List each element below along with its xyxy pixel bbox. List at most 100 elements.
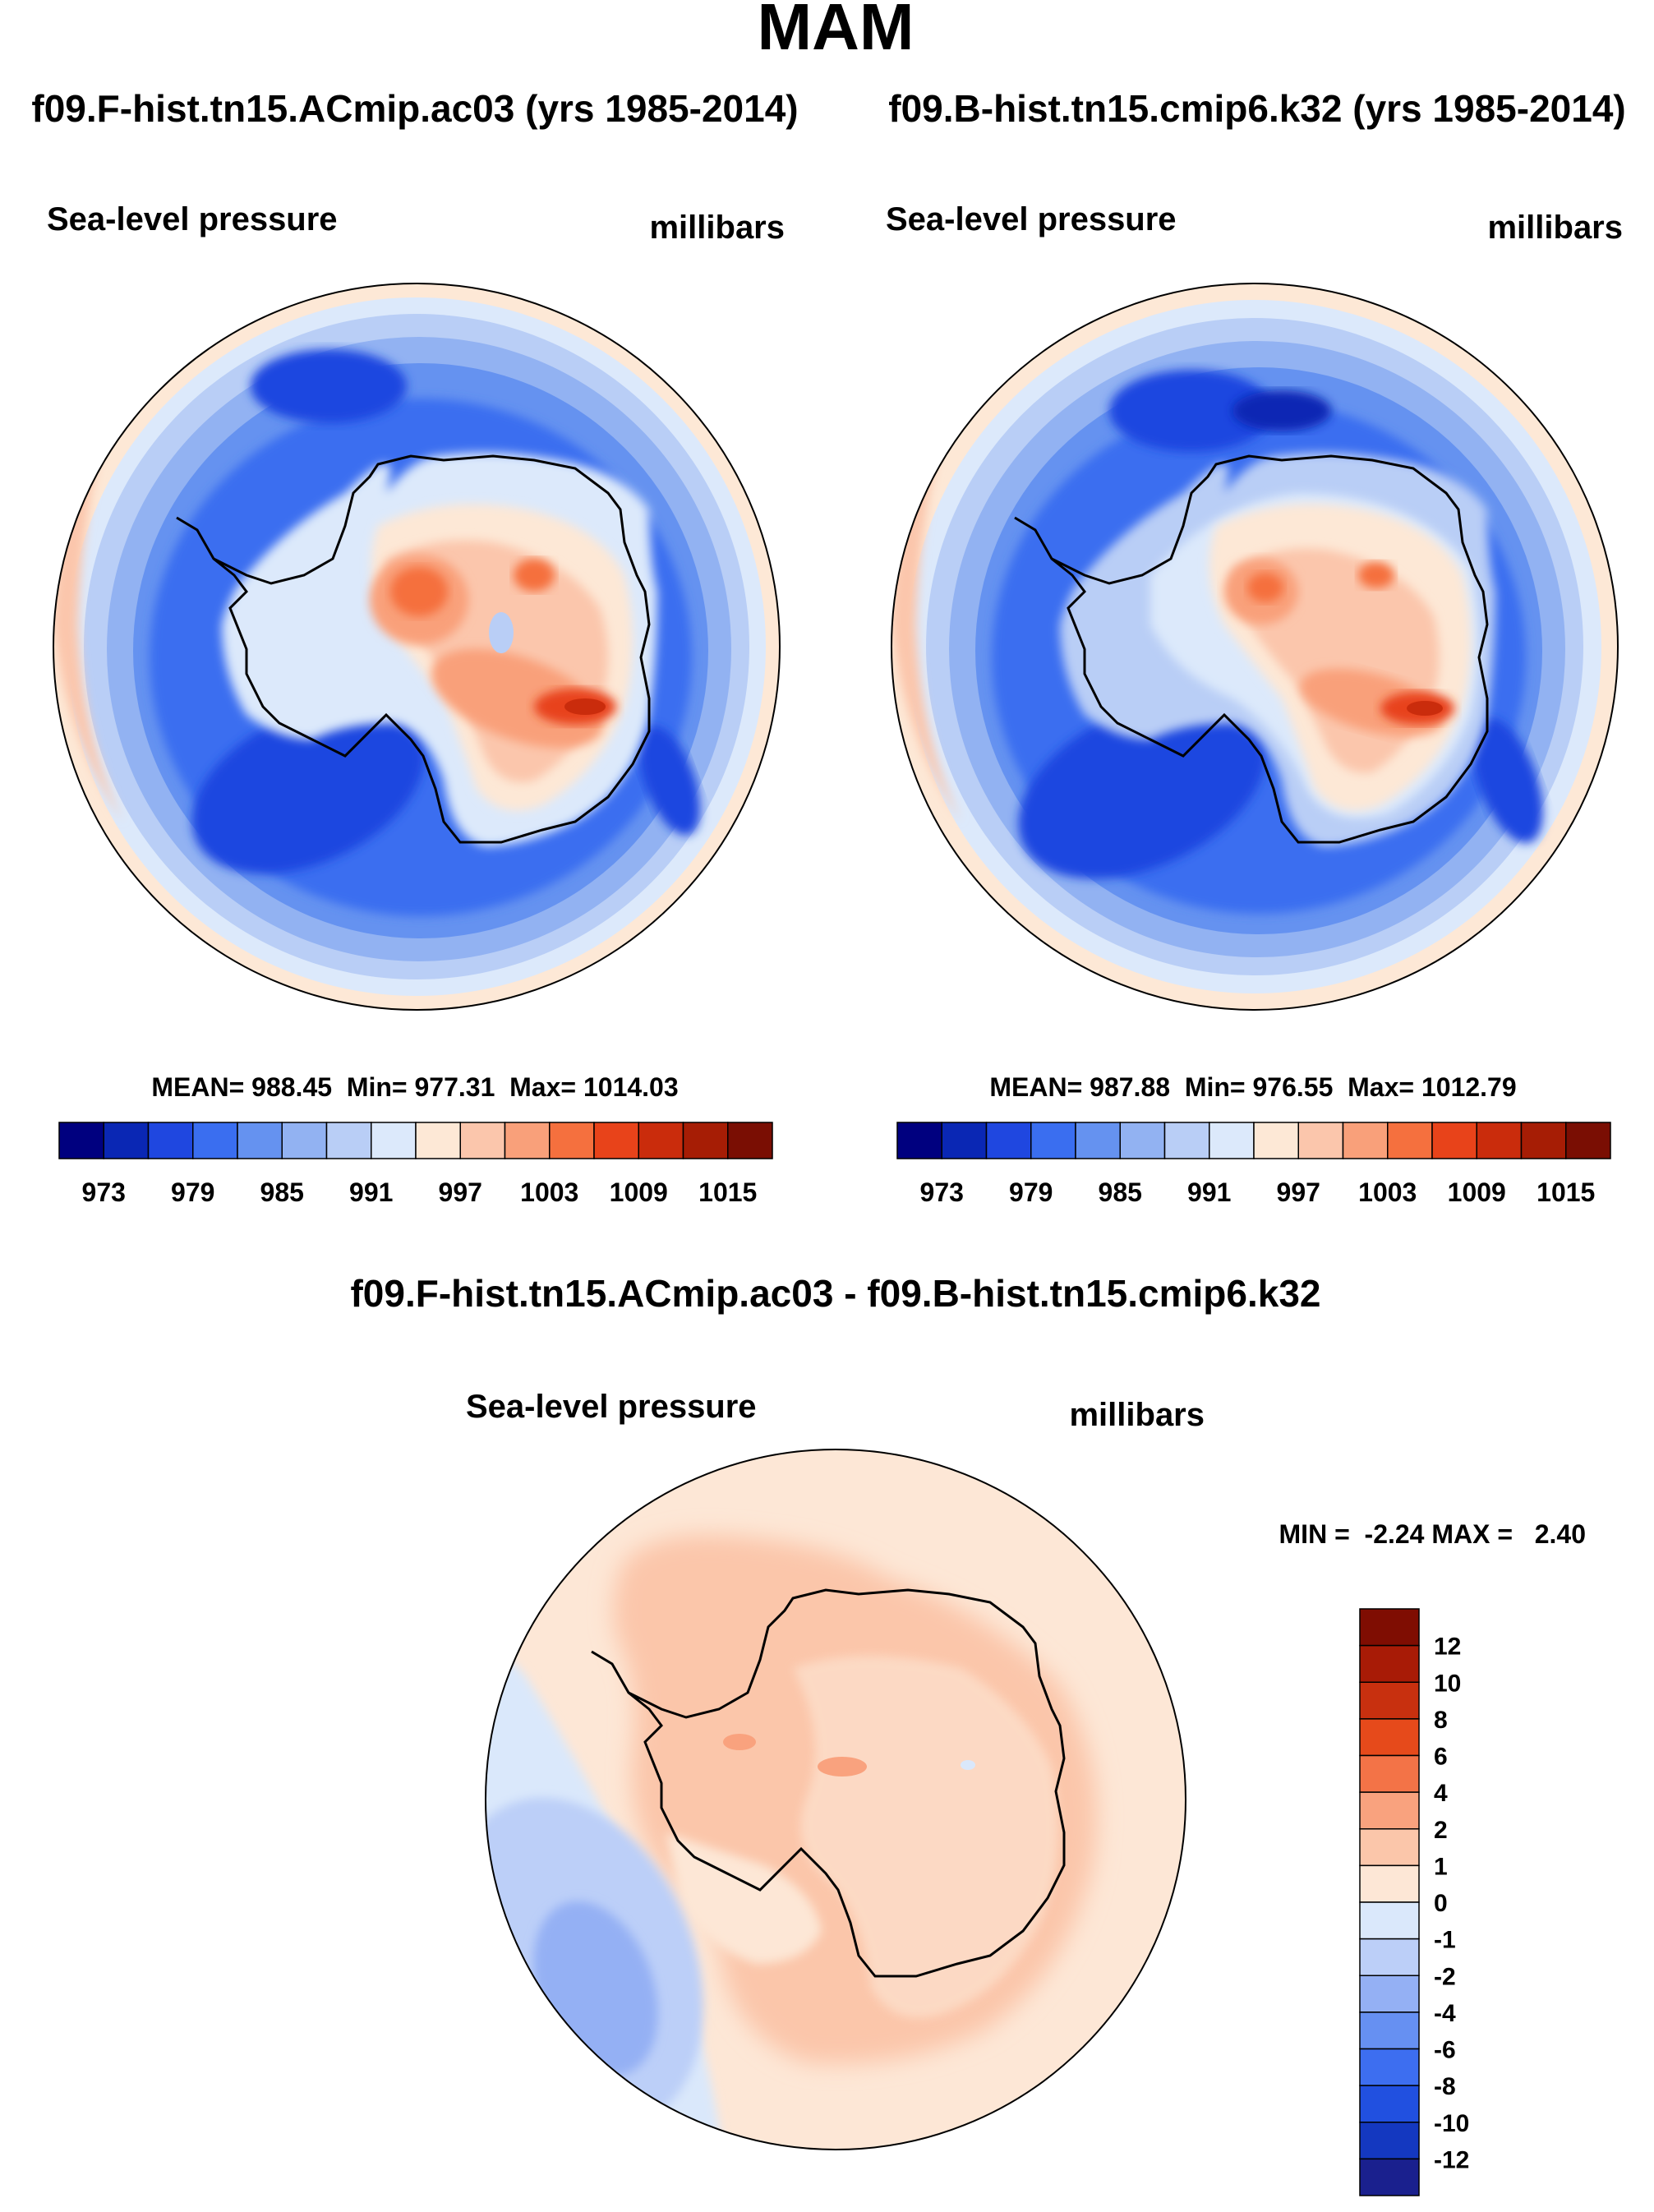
colorbar-tick-label: 1003: [520, 1177, 578, 1207]
colorbar-tick-label: 12: [1434, 1634, 1461, 1661]
colorbar-tick-label: 973: [920, 1177, 964, 1207]
colorbar-box: [147, 1122, 194, 1159]
panel-b-dome-east: [1358, 562, 1394, 588]
colorbar-tick-label: -12: [1434, 2146, 1469, 2173]
panel-a-colorbar: 973 979 985 991 997 1003 1009 1015: [58, 1122, 773, 1207]
colorbar-box: [504, 1122, 551, 1159]
colorbar-tick-label: -10: [1434, 2110, 1469, 2137]
colorbar-tick-label: 1015: [698, 1177, 757, 1207]
panel-a-map-border: [53, 283, 781, 1011]
panel-b: Sea-level pressure millibars: [886, 201, 1623, 1207]
panel-c-variable-label: Sea-level pressure: [466, 1389, 757, 1425]
colorbar-box: [371, 1122, 417, 1159]
colorbar-box: [237, 1122, 283, 1159]
panel-a-low-amundsen: [251, 349, 407, 423]
panel-c-map-border: [485, 1449, 1186, 2150]
colorbar-tick-label: 997: [1277, 1177, 1320, 1207]
panel-c-coastline: [591, 1588, 1066, 1978]
colorbar-box: [58, 1122, 104, 1159]
colorbar-box: [682, 1122, 729, 1159]
panel-b-max-center: [1407, 701, 1443, 716]
panel-a-dome-west-core: [390, 567, 448, 616]
colorbar-box: [1359, 1754, 1420, 1793]
season-title: MAM: [757, 0, 914, 63]
panel-a-map: [53, 283, 780, 1010]
panel-b-map-border: [891, 283, 1619, 1011]
colorbar-tick-label: -6: [1434, 2037, 1456, 2064]
colorbar-box: [1359, 1791, 1420, 1830]
colorbar-tick-label: -2: [1434, 1963, 1456, 1990]
colorbar-box: [941, 1122, 988, 1159]
colorbar-box: [1209, 1122, 1255, 1159]
panel-a-title: f09.F-hist.tn15.ACmip.ac03 (yrs 1985-201…: [31, 87, 798, 130]
colorbar-tick-label: -4: [1434, 2000, 1456, 2027]
panel-c: f09.F-hist.tn15.ACmip.ac03 - f09.B-hist.…: [350, 1272, 1586, 2196]
colorbar-box: [1342, 1122, 1389, 1159]
panel-c-map: [486, 1449, 1186, 2150]
colorbar-tick-label: 991: [1187, 1177, 1231, 1207]
colorbar-box: [1253, 1122, 1299, 1159]
panel-b-low-ross: [1472, 717, 1543, 844]
colorbar-tick-label: 0: [1434, 1890, 1448, 1917]
colorbar-box: [1359, 2158, 1420, 2196]
colorbar-tick-label: 1003: [1358, 1177, 1417, 1207]
colorbar-box: [1075, 1122, 1121, 1159]
colorbar-box: [638, 1122, 684, 1159]
colorbar-box: [896, 1122, 942, 1159]
panel-c-coastal-neutral: [666, 1832, 822, 1964]
panel-c-positive-inland-1: [818, 1757, 867, 1777]
panel-c-positive-inland-2: [723, 1734, 756, 1750]
colorbar-box: [985, 1122, 1032, 1159]
panel-a-max-center: [564, 698, 606, 715]
panel-b-units-label: millibars: [1487, 210, 1623, 246]
colorbar-tick-label: 4: [1434, 1780, 1448, 1807]
colorbar-tick-label: 10: [1434, 1670, 1461, 1697]
colorbar-tick-label: 979: [171, 1177, 214, 1207]
panel-c-units-label: millibars: [1069, 1397, 1205, 1433]
colorbar-box: [1387, 1122, 1433, 1159]
colorbar-tick-label: 979: [1009, 1177, 1053, 1207]
colorbar-box: [1359, 1938, 1420, 1976]
colorbar-box: [549, 1122, 595, 1159]
colorbar-box: [1119, 1122, 1166, 1159]
colorbar-box: [1359, 1864, 1420, 1903]
colorbar-tick-label: 985: [1099, 1177, 1142, 1207]
colorbar-box: [1359, 1681, 1420, 1720]
panel-b-coastline: [1014, 454, 1489, 844]
colorbar-box: [192, 1122, 238, 1159]
colorbar-tick-label: 973: [82, 1177, 126, 1207]
panel-b-title: f09.B-hist.tn15.cmip6.k32 (yrs 1985-2014…: [888, 87, 1625, 130]
colorbar-box: [1565, 1122, 1611, 1159]
colorbar-box: [1163, 1122, 1210, 1159]
colorbar-box: [1359, 1608, 1420, 1647]
colorbar-box: [415, 1122, 461, 1159]
panel-c-continent-neutral: [793, 1656, 1058, 2018]
colorbar-tick-label: 991: [349, 1177, 393, 1207]
panel-b-highlat-west-edge: [892, 345, 978, 822]
colorbar-tick-label: 1009: [1448, 1177, 1506, 1207]
colorbar-tick-label: 997: [439, 1177, 482, 1207]
colorbar-tick-label: -8: [1434, 2073, 1456, 2100]
colorbar-box: [1359, 1644, 1420, 1683]
colorbar-tick-label: 1009: [610, 1177, 668, 1207]
colorbar-box: [1297, 1122, 1344, 1159]
colorbar-tick-label: 985: [260, 1177, 304, 1207]
panel-a-coastline: [176, 454, 651, 844]
panel-b-colorbar: 973 979 985 991 997 1003 1009 1015: [896, 1122, 1611, 1207]
colorbar-box: [727, 1122, 773, 1159]
panel-b-variable-label: Sea-level pressure: [886, 201, 1177, 237]
panel-c-negative-spot: [961, 1760, 975, 1770]
panel-b-low-weddell: [1018, 698, 1266, 879]
panel-a-variable-label: Sea-level pressure: [47, 201, 338, 237]
panel-b-stats: MEAN= 987.88 Min= 976.55 Max= 1012.79: [989, 1072, 1516, 1102]
colorbar-tick-label: 8: [1434, 1707, 1448, 1734]
panel-a-inland-low: [489, 612, 514, 653]
panel-a-units-label: millibars: [649, 210, 785, 246]
colorbar-box: [1359, 1901, 1420, 1940]
panel-a-low-weddell: [191, 703, 425, 874]
colorbar-box: [1476, 1122, 1523, 1159]
panel-a-dome-east: [514, 559, 555, 592]
colorbar-tick-label: 1: [1434, 1853, 1448, 1880]
colorbar-tick-label: 2: [1434, 1817, 1448, 1844]
